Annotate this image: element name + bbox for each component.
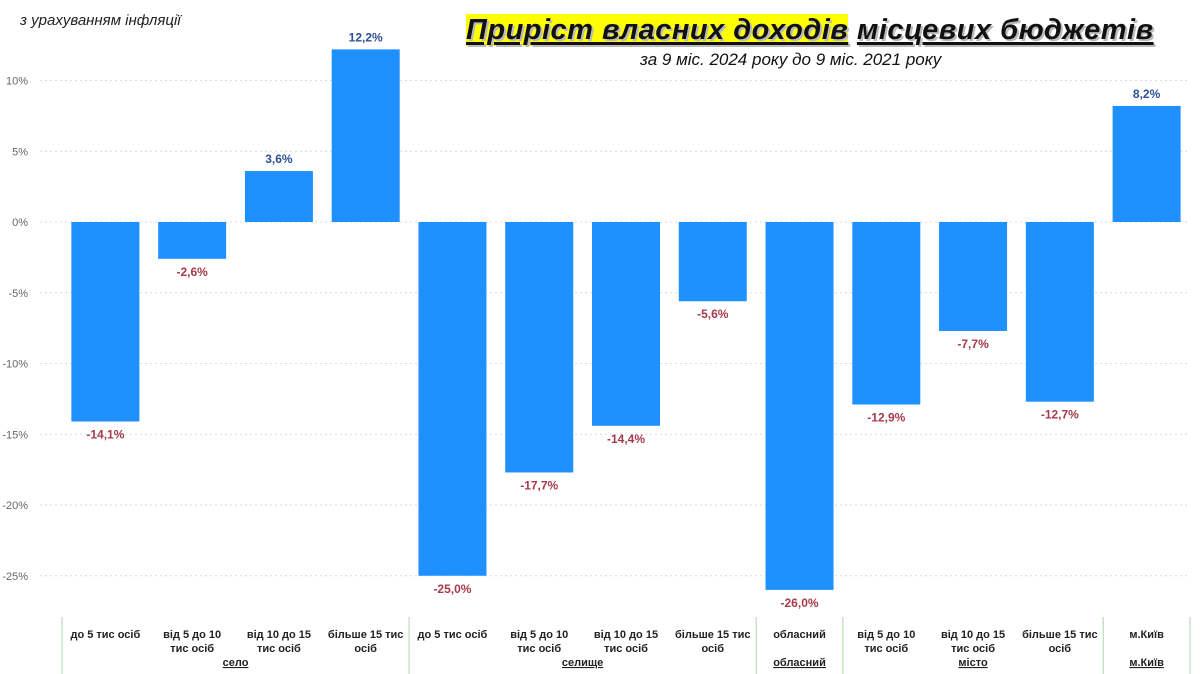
category-label: більше 15 тис [675, 629, 751, 641]
bar [158, 222, 227, 259]
group-label: місто [958, 657, 988, 669]
category-label: більше 15 тис [1022, 629, 1098, 641]
category-label: від 10 до 15 [594, 629, 658, 641]
category-label: осіб [1049, 643, 1072, 655]
data-label: -14,1% [86, 428, 124, 442]
group-label: обласний [773, 657, 826, 669]
data-label: -14,4% [607, 432, 645, 446]
bar [592, 222, 660, 426]
chart-subtitle: за 9 міс. 2024 року до 9 міс. 2021 року [640, 50, 942, 69]
data-label: 8,2% [1133, 87, 1161, 101]
bar [244, 171, 313, 222]
category-label: обласний [773, 629, 826, 641]
data-label: 12,2% [349, 30, 383, 44]
chart-title-highlight: Приріст власних доходів [466, 14, 849, 46]
data-label: -12,9% [867, 411, 905, 425]
data-label: -12,7% [1041, 408, 1079, 422]
bar [852, 222, 921, 405]
y-tick-label: 0% [12, 217, 28, 229]
category-label: м.Київ [1129, 629, 1164, 641]
bar [331, 49, 400, 223]
y-tick-label: -25% [2, 571, 28, 583]
category-label: до 5 тис осіб [70, 629, 140, 641]
data-label: -2,6% [176, 265, 208, 279]
group-label: селище [562, 657, 603, 669]
data-label: -5,6% [697, 307, 729, 321]
category-label: осіб [701, 643, 724, 655]
bar [505, 222, 574, 473]
bar [678, 222, 747, 302]
bar [1025, 222, 1094, 402]
category-label: від 5 до 10 [163, 629, 221, 641]
bar [418, 222, 487, 576]
category-label: тис осіб [604, 643, 648, 655]
data-label: -25,0% [433, 582, 471, 596]
group-label: село [223, 657, 249, 669]
category-label: більше 15 тис [328, 629, 404, 641]
category-label: від 10 до 15 [247, 629, 311, 641]
category-label: до 5 тис осіб [418, 629, 488, 641]
chart-title: Приріст власних доходів місцевих бюджеті… [466, 14, 1154, 47]
bar [1112, 105, 1181, 222]
category-label: від 5 до 10 [510, 629, 568, 641]
chart-title-rest: місцевих бюджетів [856, 14, 1154, 46]
y-tick-label: -15% [2, 429, 28, 441]
category-label: осіб [354, 643, 377, 655]
data-label: -26,0% [781, 596, 819, 610]
y-tick-label: -5% [8, 288, 28, 300]
category-label: тис осіб [951, 643, 995, 655]
data-label: -7,7% [957, 337, 989, 351]
category-label: тис осіб [517, 643, 561, 655]
category-label: тис осіб [170, 643, 214, 655]
bar [765, 222, 834, 590]
category-label: від 5 до 10 [857, 629, 915, 641]
y-tick-label: 10% [6, 76, 28, 88]
bar [71, 222, 140, 422]
category-label: від 10 до 15 [941, 629, 1005, 641]
bar [939, 222, 1008, 331]
y-tick-label: 5% [12, 146, 28, 158]
inflation-note: з урахуванням інфляції [20, 12, 181, 29]
category-label: тис осіб [257, 643, 301, 655]
category-label: тис осіб [864, 643, 908, 655]
data-label: -17,7% [520, 478, 558, 492]
y-tick-label: -20% [2, 500, 28, 512]
data-label: 3,6% [265, 152, 293, 166]
group-label: м.Київ [1129, 657, 1164, 669]
y-tick-label: -10% [2, 359, 28, 371]
